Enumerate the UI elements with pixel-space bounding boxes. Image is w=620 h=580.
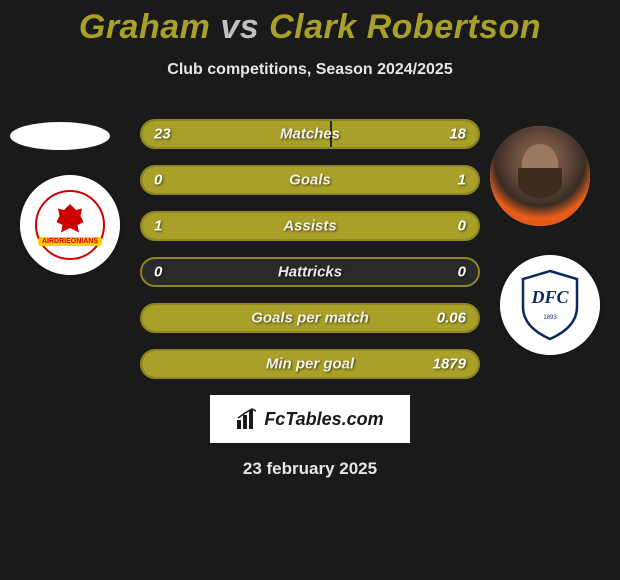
stat-value-right: 1 <box>458 172 466 189</box>
stat-row: Min per goal 1879 <box>140 349 480 379</box>
player2-avatar <box>490 126 590 226</box>
fctables-brand[interactable]: FcTables.com <box>210 395 410 443</box>
footer-date: 23 february 2025 <box>0 459 620 479</box>
stat-value-right: 0 <box>458 264 466 281</box>
svg-text:1893: 1893 <box>543 315 557 321</box>
stat-value-left: 0 <box>154 264 162 281</box>
title-player2: Clark Robertson <box>269 8 541 46</box>
stat-value-right: 1879 <box>433 356 466 373</box>
player1-avatar <box>10 122 110 150</box>
title-player1: Graham <box>79 8 211 46</box>
stat-label: Matches <box>280 126 340 143</box>
page-title: Graham vs Clark Robertson <box>0 0 620 47</box>
stat-row: 1 Assists 0 <box>140 211 480 241</box>
player1-club-badge: AIRDRIEONIANS <box>20 175 120 275</box>
chart-bars-icon <box>236 408 258 430</box>
stat-label: Goals per match <box>251 310 369 327</box>
stat-value-left: 23 <box>154 126 171 143</box>
dfc-shield-icon: DFC 1893 <box>519 269 581 341</box>
stat-row: 0 Hattricks 0 <box>140 257 480 287</box>
stat-value-right: 18 <box>449 126 466 143</box>
stat-label: Assists <box>283 218 336 235</box>
stat-label: Goals <box>289 172 331 189</box>
stat-value-right: 0 <box>458 218 466 235</box>
title-vs: vs <box>220 8 259 46</box>
stat-row: 0 Goals 1 <box>140 165 480 195</box>
club1-text: AIRDRIEONIANS <box>38 237 102 246</box>
bearded-player-icon <box>490 126 590 226</box>
brand-text: FcTables.com <box>264 409 383 430</box>
stat-label: Hattricks <box>278 264 342 281</box>
stat-row: Goals per match 0.06 <box>140 303 480 333</box>
subtitle: Club competitions, Season 2024/2025 <box>0 61 620 79</box>
svg-text:DFC: DFC <box>530 287 569 307</box>
stat-value-left: 1 <box>154 218 162 235</box>
player2-club-badge: DFC 1893 <box>500 255 600 355</box>
stat-value-left: 0 <box>154 172 162 189</box>
stat-row: 23 Matches 18 <box>140 119 480 149</box>
stat-value-right: 0.06 <box>437 310 466 327</box>
rooster-icon <box>55 204 85 234</box>
stat-label: Min per goal <box>266 356 354 373</box>
